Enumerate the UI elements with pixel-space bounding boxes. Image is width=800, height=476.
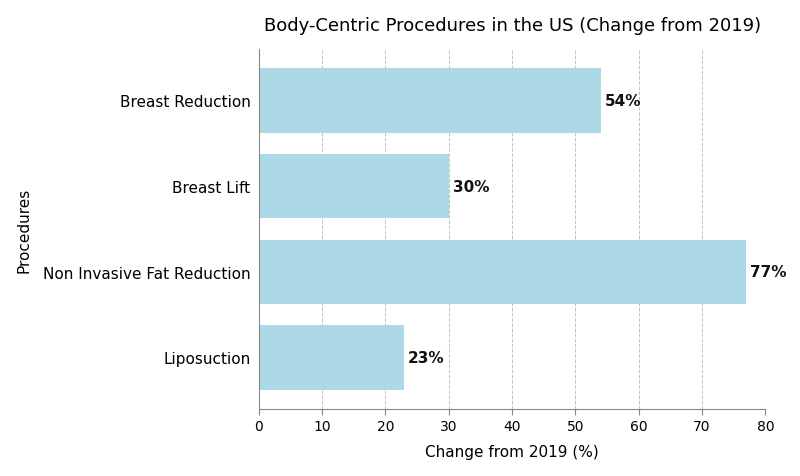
Bar <box>258 326 405 390</box>
Text: 54%: 54% <box>605 94 641 109</box>
Title: Body-Centric Procedures in the US (Change from 2019): Body-Centric Procedures in the US (Chang… <box>263 17 761 35</box>
X-axis label: Change from 2019 (%): Change from 2019 (%) <box>426 445 599 459</box>
Bar <box>258 69 601 133</box>
Bar <box>258 155 449 219</box>
Y-axis label: Procedures: Procedures <box>17 187 32 272</box>
Text: 77%: 77% <box>750 265 786 280</box>
Bar <box>258 240 746 304</box>
Text: 23%: 23% <box>408 350 445 365</box>
Text: 30%: 30% <box>453 179 489 194</box>
